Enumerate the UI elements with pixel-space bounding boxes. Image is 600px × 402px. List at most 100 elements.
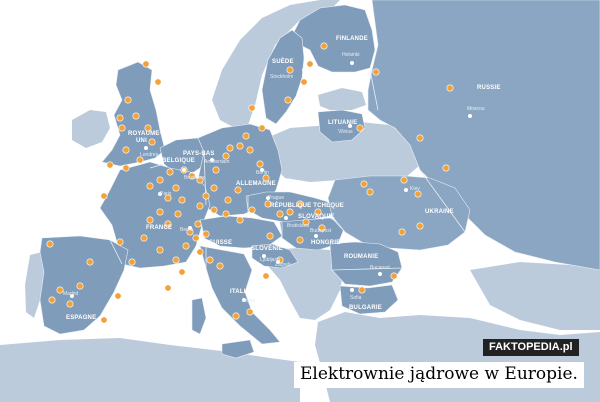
nuclear-plant-marker [358,286,366,294]
city-label-kyiv: Kiev [410,186,420,192]
country-label-lithuania: LITUANIE [328,120,358,126]
city-label-berlin: Berlin [256,170,269,176]
nuclear-plant-marker [122,164,130,172]
nuclear-plant-marker [248,206,256,214]
capital-dot [302,68,306,72]
nuclear-plant-marker [136,156,144,164]
nuclear-plant-marker [390,272,398,280]
city-label-budapest: Budapest [310,228,332,234]
nuclear-plant-marker [236,216,244,224]
country-label-romania: ROUMANIE [344,254,379,260]
nuclear-plant-marker [148,138,156,146]
nuclear-plant-marker [236,142,244,150]
city-label-amsterdam: Amsterdam [204,159,230,165]
capital-dot [188,226,192,230]
land-sweden [261,29,305,125]
capital-dot [350,288,354,292]
country-label-hungary: HONGRIE [311,240,341,246]
border-line [149,163,165,169]
land-caucasus [470,262,600,330]
nuclear-plant-marker [172,184,180,192]
nuclear-plant-marker [164,220,172,228]
nuclear-plant-marker [360,180,368,188]
nuclear-plant-marker [356,124,364,132]
capital-dot [284,216,288,220]
nuclear-plant-marker [398,228,406,236]
nuclear-plant-marker [178,196,186,204]
nuclear-plant-marker [206,256,214,264]
nuclear-plant-marker [246,146,254,154]
capital-dot [210,158,214,162]
capital-dot [144,146,148,150]
city-label-bratislava: Bratislava [287,223,309,229]
nuclear-plant-marker [306,60,314,68]
nuclear-plant-marker [66,300,74,308]
nuclear-plant-marker [210,206,218,214]
nuclear-plant-marker [314,208,322,216]
nuclear-plant-marker [286,66,294,74]
nuclear-plant-marker [216,262,224,270]
nuclear-plant-marker [146,216,154,224]
watermark-badge: FAKTOPEDIA.pl [483,339,579,356]
nuclear-plant-marker [100,192,108,200]
capital-dot [260,168,264,172]
city-label-ljubljana: Ljubljana [260,257,281,263]
city-label-prague: Prague [268,195,285,201]
nuclear-plant-marker [222,210,230,218]
city-label-rome: Rome [242,298,256,304]
nuclear-plant-marker [76,282,84,290]
border-line [369,69,379,111]
nuclear-plant-marker [56,286,64,294]
nuclear-plant-marker [178,268,186,276]
nuclear-plant-marker [114,292,122,300]
land-poland-belarus [262,122,420,182]
nuclear-plant-marker [106,161,114,169]
country-label-slovakia: SLOVAQUIE [298,214,335,220]
nuclear-plant-marker [124,96,132,104]
city-label-vilnius: Vilnius [338,129,353,135]
nuclear-plant-marker [212,166,220,174]
nuclear-plant-marker [248,104,256,112]
nuclear-plant-marker [156,246,164,254]
nuclear-plant-marker [210,184,218,192]
nuclear-plant-marker [144,124,152,132]
city-label-london: Londres [140,152,159,158]
nuclear-plant-marker [416,134,424,142]
border-line [329,215,346,233]
nuclear-plant-marker [224,196,232,204]
nuclear-plant-marker [128,258,136,266]
land-ireland [72,110,110,148]
nuclear-plant-marker [266,232,274,240]
nuclear-plant-marker [116,238,124,246]
nuclear-plant-marker [122,146,130,154]
nuclear-plant-marker [258,124,266,132]
nuclear-plant-marker [48,296,56,304]
capital-dot [468,114,472,118]
country-label-spain: ESPAGNE [66,315,97,321]
capital-dot [242,298,246,302]
city-label-sofia: Sofia [350,295,362,301]
border-line [419,169,466,233]
country-label-germany: ALLEMAGNE [236,181,276,187]
nuclear-plant-marker [372,68,380,76]
country-label-russia: RUSSIE [477,85,501,91]
nuclear-plant-marker [286,208,294,216]
nuclear-plant-marker [234,186,242,194]
country-label-uk-line2: UNI [136,138,147,144]
nuclear-plant-marker [156,208,164,216]
nuclear-plant-marker [100,316,108,324]
land-ukraine [327,175,471,251]
nuclear-plant-marker [188,172,196,180]
border-line [331,267,403,271]
nuclear-plant-marker [172,256,180,264]
nuclear-plant-marker [416,222,424,230]
caption: Elektrownie jądrowe w Europie. [294,362,584,388]
land-north-africa [0,338,300,402]
nuclear-plant-marker [222,152,230,160]
nuclear-plant-marker [192,234,200,242]
nuclear-plant-marker [202,230,210,238]
nuclear-plant-marker [400,176,408,184]
capital-dot [262,254,266,258]
